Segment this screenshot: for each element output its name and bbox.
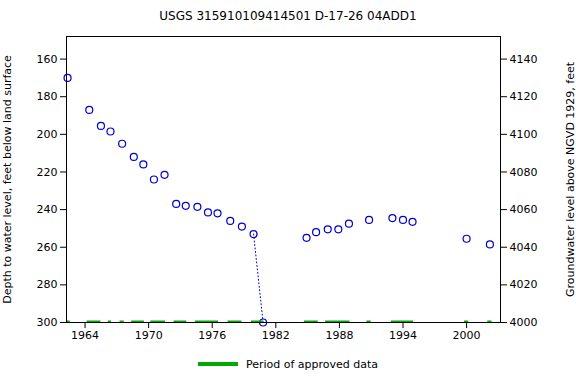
svg-text:260: 260 xyxy=(37,241,58,254)
svg-text:1982: 1982 xyxy=(262,329,290,342)
svg-text:2000: 2000 xyxy=(453,329,481,342)
svg-text:Depth to water level, feet bel: Depth to water level, feet below land su… xyxy=(1,55,14,304)
svg-text:1994: 1994 xyxy=(389,329,417,342)
svg-text:300: 300 xyxy=(37,316,58,329)
html-text:USGS 315910109414501 D-17-26 0: USGS 315910109414501 D-17-26 04ADD1 xyxy=(159,9,417,23)
svg-text:220: 220 xyxy=(37,165,58,178)
svg-text:240: 240 xyxy=(37,203,58,216)
html-text:Period of approved data: Period of approved data xyxy=(245,357,379,371)
svg-text:1970: 1970 xyxy=(135,329,163,342)
svg-text:4140: 4140 xyxy=(510,53,538,66)
svg-text:1988: 1988 xyxy=(325,329,353,342)
svg-text:Groundwater level above NGVD 1: Groundwater level above NGVD 1929, feet xyxy=(564,61,576,297)
svg-text:4080: 4080 xyxy=(510,165,538,178)
svg-text:160: 160 xyxy=(37,53,58,66)
svg-text:1976: 1976 xyxy=(198,329,226,342)
svg-text:4100: 4100 xyxy=(510,128,538,141)
svg-text:4120: 4120 xyxy=(510,90,538,103)
svg-text:4060: 4060 xyxy=(510,203,538,216)
svg-text:180: 180 xyxy=(37,90,58,103)
svg-text:4040: 4040 xyxy=(510,241,538,254)
svg-text:200: 200 xyxy=(37,128,58,141)
svg-text:1964: 1964 xyxy=(71,329,99,342)
svg-text:280: 280 xyxy=(37,278,58,291)
svg-text:4000: 4000 xyxy=(510,316,538,329)
svg-text:4020: 4020 xyxy=(510,278,538,291)
